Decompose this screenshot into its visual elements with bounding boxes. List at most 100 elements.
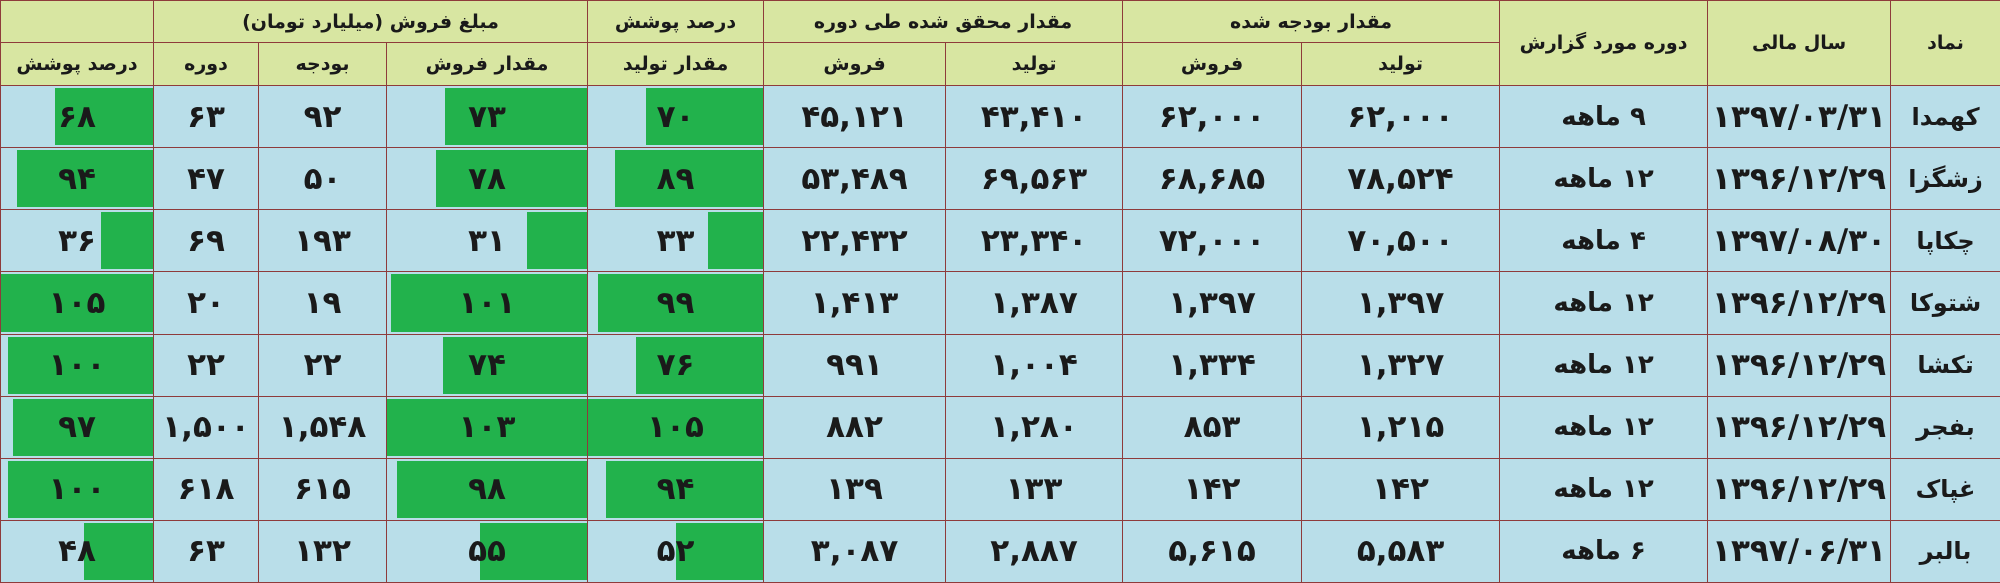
table-cell: ۸۹: [587, 147, 765, 211]
table-cell: ۳,۰۸۷: [763, 519, 947, 583]
table-cell: ۱۰۰: [0, 457, 154, 521]
cell-text: ۷۳: [468, 98, 506, 135]
coverage-bar: [435, 150, 587, 208]
cell-text: ۸۵۳: [1183, 409, 1241, 446]
header-cell: نماد: [1890, 0, 2000, 86]
cell-text: بالبر: [1919, 537, 1972, 566]
cell-text: ۳۳: [656, 222, 695, 259]
cell-text: ۱۲ ماهه: [1553, 163, 1654, 194]
table-cell: ۲,۸۸۷: [945, 519, 1124, 583]
table-cell: ۴۵,۱۲۱: [763, 84, 947, 149]
table-cell: تکشا: [1890, 333, 2000, 397]
table-cell: ۱۴۲: [1122, 457, 1303, 521]
cell-text: ۲۳,۳۴۰: [980, 222, 1088, 259]
table-cell: ۲۰: [152, 271, 260, 335]
cell-text: ۶۲,۰۰۰: [1158, 98, 1266, 135]
cell-text: ۶۳: [187, 98, 225, 135]
table-cell: ۷۰,۵۰۰: [1301, 209, 1501, 273]
table-cell: ۱۳۹۶/۱۲/۲۹: [1707, 147, 1892, 211]
table-cell: ۹۴: [587, 457, 765, 521]
cell-text: ۶۸,۶۸۵: [1158, 160, 1266, 197]
table-cell: ۹۲: [258, 84, 388, 149]
subheader-cell: درصد پوشش: [0, 42, 154, 86]
cell-text: ۱۲ ماهه: [1553, 287, 1654, 318]
table-cell: بالبر: [1890, 519, 2000, 583]
table-cell: ۱۲ ماهه: [1499, 333, 1709, 397]
cell-text: ۱,۵۰۰: [162, 409, 250, 446]
header-cell: درصد پوشش: [587, 0, 765, 43]
subheader-cell: فروش: [763, 42, 947, 86]
table-cell: غپاک: [1890, 457, 2000, 521]
table-cell: ۱۲ ماهه: [1499, 147, 1709, 211]
cell-text: ۹۹۱: [826, 347, 883, 384]
cell-text: ۶۸: [58, 98, 96, 135]
table-cell: ۱۳۹۷/۰۳/۳۱: [1707, 84, 1892, 149]
table-cell: ۳۶: [0, 209, 154, 273]
cell-text: ۱۰۵: [647, 409, 704, 446]
cell-text: ۹۲: [303, 98, 342, 135]
table-row: غپاک ۱۳۹۶/۱۲/۲۹ ۱۲ ماهه ۱۴۲ ۱۴۲ ۱۳۳ ۱۳۹ ۹۴ ۹۸ ۶۱۵…: [0, 457, 2000, 521]
cell-text: ۱۴۲: [1372, 471, 1429, 508]
cell-text: زشگزا: [1908, 164, 1983, 193]
coverage-bar: [445, 88, 587, 146]
cell-text: ۱,۳۳۴: [1168, 347, 1256, 384]
table-cell: ۱۳۹۷/۰۸/۳۰: [1707, 209, 1892, 273]
cell-text: ۱۳۹۷/۰۳/۳۱: [1712, 98, 1887, 135]
table-cell: ۳۱: [386, 209, 589, 273]
cell-text: ۱۴۲: [1183, 471, 1241, 508]
subheader-cell: فروش: [1122, 42, 1303, 86]
cell-text: ۲۲,۴۳۲: [801, 222, 908, 259]
cell-text: ۹۴: [58, 160, 96, 197]
coverage-bar: [390, 274, 587, 332]
table-cell: ۲۳,۳۴۰: [945, 209, 1124, 273]
table-cell: ۱,۳۹۷: [1301, 271, 1501, 335]
cell-text: ۱۹۳: [294, 222, 351, 259]
table-cell: ۱۳۹۶/۱۲/۲۹: [1707, 457, 1892, 521]
cell-text: ۷۸: [468, 160, 506, 197]
table-cell: ۷۴: [386, 333, 589, 397]
cell-text: ۱۳۹: [826, 471, 883, 508]
cell-text: ۱۳۹۷/۰۸/۳۰: [1712, 222, 1887, 259]
subheader-cell: بودجه: [258, 42, 388, 86]
cell-text: ۱,۲۸۰: [990, 409, 1078, 446]
table-cell: ۶۱۸: [152, 457, 260, 521]
table-cell: ۸۸۲: [763, 395, 947, 459]
coverage-bar: [12, 398, 153, 456]
cell-text: ۲۰: [187, 284, 225, 321]
cell-text: ۵,۶۱۵: [1168, 533, 1256, 570]
table-cell: ۴۷: [152, 147, 260, 211]
table-cell: ۱۳۹۷/۰۶/۳۱: [1707, 519, 1892, 583]
cell-text: ۱۳۹۶/۱۲/۲۹: [1712, 284, 1887, 321]
cell-text: ۷۰: [656, 98, 695, 135]
table-cell: ۶۱۵: [258, 457, 388, 521]
cell-text: ۹۸: [468, 471, 506, 508]
cell-text: ۱۳۹۶/۱۲/۲۹: [1712, 160, 1887, 197]
cell-text: ۱۲ ماهه: [1553, 350, 1654, 381]
cell-text: ۱,۵۴۸: [278, 409, 367, 446]
cell-text: ۶۱۵: [294, 471, 351, 508]
cell-text: ۱,۲۱۵: [1356, 409, 1445, 446]
table-row: زشگزا ۱۳۹۶/۱۲/۲۹ ۱۲ ماهه ۷۸,۵۲۴ ۶۸,۶۸۵ ۶۹,۵۶۳…: [0, 147, 2000, 211]
cell-text: ۱,۳۲۷: [1356, 347, 1445, 384]
cell-text: ۱۹: [303, 284, 342, 321]
cell-text: ۱۰۰: [48, 347, 106, 384]
subheader-row: تولید فروش تولید فروش مقدار تولید مقدار …: [0, 42, 2000, 86]
table-cell: ۴ ماهه: [1499, 209, 1709, 273]
cell-text: ۶۲,۰۰۰: [1347, 98, 1454, 135]
table-row: چکاپا ۱۳۹۷/۰۸/۳۰ ۴ ماهه ۷۰,۵۰۰ ۷۲,۰۰۰ ۲۳,۳۴۰ ۲…: [0, 209, 2000, 273]
table-cell: ۱,۲۸۰: [945, 395, 1124, 459]
table-cell: ۲۲: [152, 333, 260, 397]
header-cell: مبلغ فروش (میلیارد تومان): [152, 0, 589, 43]
subheader-cell: تولید: [945, 42, 1124, 86]
cell-text: ۴۸: [58, 533, 96, 570]
table-cell: ۱۹۳: [258, 209, 388, 273]
cell-text: ۲,۸۸۷: [990, 533, 1078, 570]
coverage-bar: [8, 336, 153, 394]
table-row: تکشا ۱۳۹۶/۱۲/۲۹ ۱۲ ماهه ۱,۳۲۷ ۱,۳۳۴ ۱,۰۰۴ ۹۹۱ ۷…: [0, 333, 2000, 397]
cell-text: ۱۳۲: [294, 533, 351, 570]
cell-text: ۱۳۹۶/۱۲/۲۹: [1712, 471, 1887, 508]
cell-text: ۷۴: [468, 347, 506, 384]
cell-text: ۵۲: [656, 533, 695, 570]
